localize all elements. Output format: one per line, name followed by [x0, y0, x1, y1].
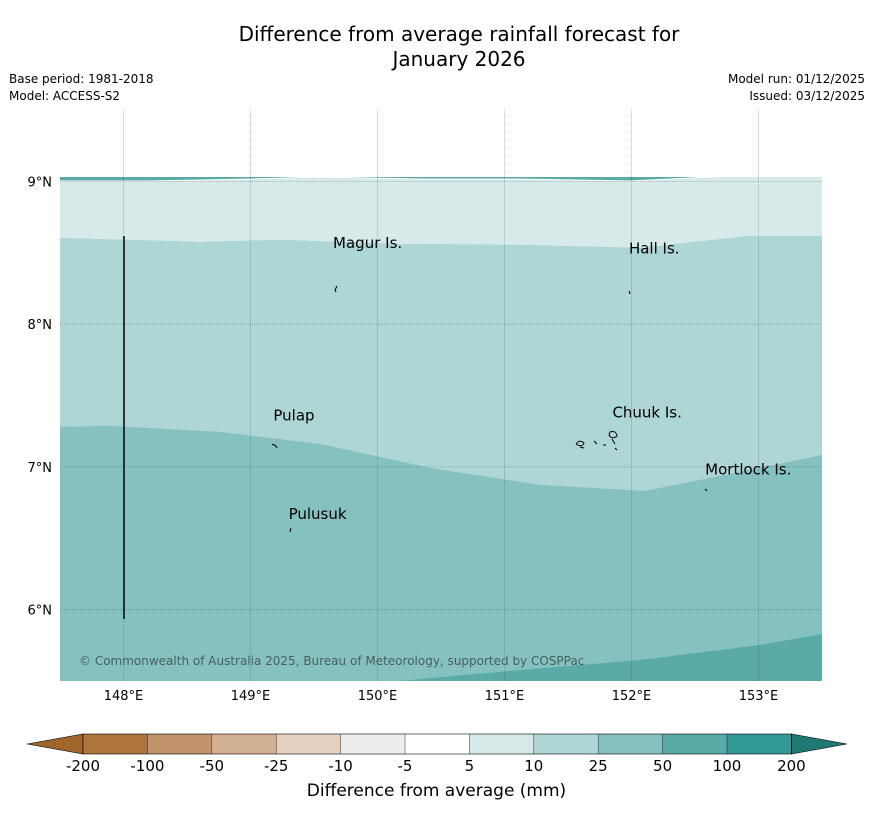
pulap-island-shape [271, 443, 278, 449]
colorbar-tick-label: -10 [328, 757, 353, 775]
place-labels: Magur Is. Hall Is. Pulap Chuuk Is. Mortlock … [273, 234, 791, 523]
band-5-10 [60, 175, 822, 248]
colorbar-tick-label: 25 [589, 757, 608, 775]
colorbar-tick-label: -50 [200, 757, 225, 775]
axis-tick-labels: 148°E 149°E 150°E 151°E 152°E 153°E 9°N 8°N 7°N 6… [28, 175, 779, 704]
colorbar [26, 733, 848, 755]
pulusuk-island-shape [289, 527, 292, 533]
place-label: Mortlock Is. [705, 461, 791, 479]
chuuk-lagoon-shape [575, 431, 618, 451]
colorbar-under-arrow [26, 733, 84, 755]
place-label: Pulusuk [289, 505, 347, 523]
colorbar-segment [405, 734, 470, 754]
colorbar-segment [598, 734, 663, 754]
rainfall-field [60, 110, 822, 681]
band-25-50 [60, 426, 822, 681]
colorbar-segment [276, 734, 341, 754]
colorbar-tick-label: -100 [130, 757, 164, 775]
gridlines [60, 110, 822, 681]
magur-island-shape [334, 285, 338, 293]
colorbar-tick-label: -25 [264, 757, 289, 775]
no-data-area [60, 110, 822, 177]
lat-tick-label: 7°N [28, 461, 53, 476]
meta-left: Base period: 1981-2018 Model: ACCESS-S2 [9, 71, 154, 105]
title-line-1: Difference from average rainfall forecas… [238, 22, 680, 46]
colorbar-segment [469, 734, 534, 754]
model-text: Model: ACCESS-S2 [9, 89, 121, 103]
colorbar-segment [662, 734, 727, 754]
colorbar-tick-label: 100 [713, 757, 742, 775]
band-10-25 [60, 236, 822, 491]
lat-tick-label: 9°N [28, 175, 53, 190]
colorbar-tick-label: 50 [653, 757, 672, 775]
base-period-text: Base period: 1981-2018 [9, 72, 154, 86]
colorbar-tick-label: 5 [465, 757, 475, 775]
lon-tick-label: 148°E [104, 689, 144, 704]
model-run-text: Model run: 01/12/2025 [727, 72, 865, 86]
colorbar-tick-label: -5 [398, 757, 413, 775]
place-label: Magur Is. [333, 234, 402, 252]
colorbar-segment [727, 734, 792, 754]
islands [271, 285, 708, 533]
colorbar-tick-label: -200 [66, 757, 100, 775]
colorbar-segment [83, 734, 148, 754]
map-title: Difference from average rainfall forecas… [0, 22, 873, 72]
colorbar-over-arrow [791, 733, 848, 755]
mortlock-island-shape [704, 488, 708, 492]
lon-tick-label: 151°E [485, 689, 525, 704]
lat-tick-label: 6°N [28, 604, 53, 619]
lon-tick-label: 150°E [358, 689, 398, 704]
lon-tick-label: 153°E [739, 689, 779, 704]
place-label: Chuuk Is. [612, 404, 681, 422]
title-line-2: January 2026 [392, 47, 526, 71]
lat-tick-label: 8°N [28, 318, 53, 333]
colorbar-segment [147, 734, 212, 754]
issued-text: Issued: 03/12/2025 [749, 89, 865, 103]
colorbar-tick-label: 10 [524, 757, 543, 775]
hall-island-shape [628, 290, 631, 295]
place-label: Pulap [273, 406, 314, 424]
colorbar-outline [82, 733, 792, 755]
colorbar-tick-labels: -200 -100 -50 -25 -10 -5 5 10 25 50 100 200 [66, 757, 806, 775]
lon-tick-label: 152°E [612, 689, 652, 704]
colorbar-segment [340, 734, 405, 754]
colorbar-segment [211, 734, 277, 754]
copyright-text: © Commonwealth of Australia 2025, Bureau… [79, 654, 584, 668]
lon-tick-label: 149°E [231, 689, 271, 704]
place-label: Hall Is. [629, 239, 680, 257]
colorbar-label: Difference from average (mm) [306, 781, 567, 801]
meta-right: Model run: 01/12/2025 Issued: 03/12/2025 [728, 71, 865, 105]
colorbar-segment [533, 734, 599, 754]
colorbar-tick-label: 200 [777, 757, 806, 775]
